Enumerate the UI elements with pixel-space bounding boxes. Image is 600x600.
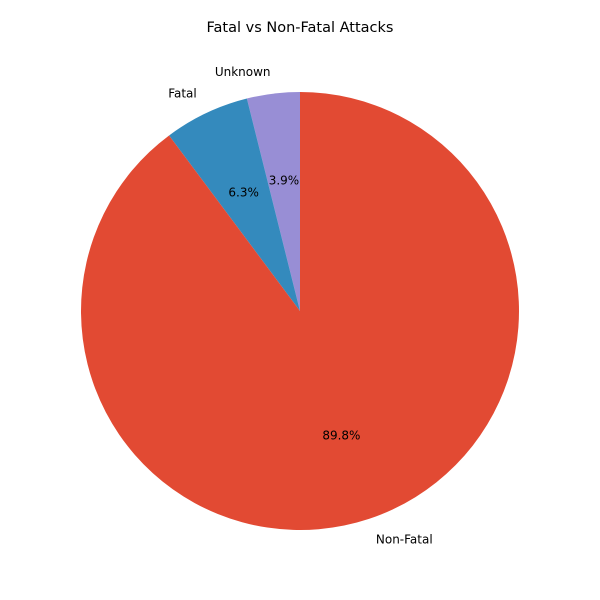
chart-title: Fatal vs Non-Fatal Attacks xyxy=(207,20,394,36)
slice-label-fatal: Fatal xyxy=(168,86,197,100)
pie-labels: Unknown 3.9% Fatal 6.3% Non-Fatal 89.8% xyxy=(168,65,432,547)
pie-slice-non-fatal xyxy=(81,92,519,530)
slice-label-non-fatal: Non-Fatal xyxy=(376,533,433,547)
pie-slice-unknown xyxy=(246,92,300,311)
pct-label-unknown: 3.9% xyxy=(269,174,300,188)
pie-slice-fatal xyxy=(169,98,300,312)
pie-slices xyxy=(81,92,519,530)
pct-label-fatal: 6.3% xyxy=(228,185,259,199)
slice-label-unknown: Unknown xyxy=(215,65,271,79)
pct-label-non-fatal: 89.8% xyxy=(322,429,360,443)
